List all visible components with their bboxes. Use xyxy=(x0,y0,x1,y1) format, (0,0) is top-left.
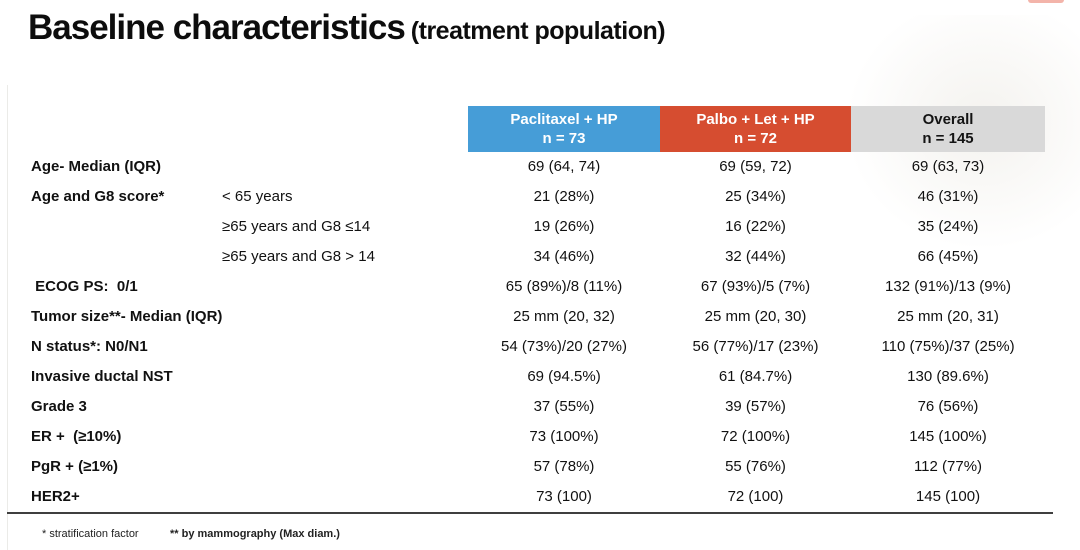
row-label: PgR + (≥1%) xyxy=(31,458,118,475)
column-header-line2: n = 72 xyxy=(734,130,777,147)
row-sublabel xyxy=(222,152,468,182)
row-sublabel xyxy=(222,272,468,302)
cell-value-r1-c1: 25 (34%) xyxy=(725,188,786,205)
cell-value-r10-c2: 112 (77%) xyxy=(913,458,983,475)
footnote-stratification: * stratification factor xyxy=(42,528,139,540)
cell-value-r7-c0: 69 (94.5%) xyxy=(527,368,601,385)
cell-value-r8-c1: 39 (57%) xyxy=(725,398,786,415)
cell-value-r2-c0: 19 (26%) xyxy=(533,218,595,235)
cell-value-r4-c2: 132 (91%)/13 (9%) xyxy=(885,278,1011,295)
cell-value-r5-c2: 25 mm (20, 31) xyxy=(897,308,999,325)
column-header-overall: Overall n = 145 xyxy=(851,106,1045,152)
cropped-logo-fragment xyxy=(1028,0,1064,3)
slide-title: Baseline characteristics (treatment popul… xyxy=(28,8,666,48)
row-label: ER + (≥10%) xyxy=(31,428,122,445)
cell-value-r8-c0: 37 (55%) xyxy=(533,398,595,415)
slide-left-edge xyxy=(7,85,8,550)
row-sublabel: < 65 years xyxy=(222,188,293,205)
row-sublabel xyxy=(222,482,468,512)
column-header-line1: Palbo + Let + HP xyxy=(696,111,815,128)
baseline-characteristics-table: Paclitaxel + HP n = 73 Palbo + Let + HP n =… xyxy=(7,106,1053,514)
row-sublabel xyxy=(222,302,468,332)
cell-value-r6-c2: 110 (75%)/37 (25%) xyxy=(881,338,1015,355)
page-title-suffix: (treatment population) xyxy=(410,17,666,45)
cell-value-r5-c1: 25 mm (20, 30) xyxy=(704,308,807,325)
cell-value-r3-c2: 66 (45%) xyxy=(917,248,979,265)
cell-value-r9-c0: 73 (100%) xyxy=(529,428,599,445)
column-header-line2: n = 145 xyxy=(922,130,974,147)
row-label: Grade 3 xyxy=(31,398,87,415)
cell-value-r4-c0: 65 (89%)/8 (11%) xyxy=(505,278,623,295)
cell-value-r7-c1: 61 (84.7%) xyxy=(718,368,793,385)
cell-value-r11-c1: 72 (100) xyxy=(727,488,784,505)
page-title: Baseline characteristics xyxy=(28,8,406,47)
footnote-mammography: ** by mammography (Max diam.) xyxy=(170,528,340,540)
cell-value-r0-c0: 69 (64, 74) xyxy=(527,158,601,175)
row-sublabel xyxy=(222,362,468,392)
cell-value-r11-c0: 73 (100) xyxy=(536,488,592,505)
column-header-line2: n = 73 xyxy=(542,130,586,147)
cell-value-r1-c2: 46 (31%) xyxy=(917,188,979,205)
row-label xyxy=(7,212,222,242)
row-sublabel xyxy=(222,392,468,422)
cell-value-r6-c1: 56 (77%)/17 (23%) xyxy=(692,338,819,355)
cell-value-r4-c1: 67 (93%)/5 (7%) xyxy=(700,278,811,295)
row-label xyxy=(7,242,222,272)
cell-value-r9-c1: 72 (100%) xyxy=(720,428,791,445)
cell-value-r9-c2: 145 (100%) xyxy=(909,428,987,445)
row-sublabel: ≥65 years and G8 ≤14 xyxy=(222,218,371,235)
cell-value-r10-c1: 55 (76%) xyxy=(725,458,786,475)
column-header-line1: Paclitaxel + HP xyxy=(510,111,618,128)
row-label: ECOG PS: 0/1 xyxy=(31,278,138,295)
cell-value-r2-c1: 16 (22%) xyxy=(725,218,786,235)
row-label: HER2+ xyxy=(31,488,80,505)
cell-value-r11-c2: 145 (100) xyxy=(915,488,981,505)
column-header-line1: Overall xyxy=(922,111,974,128)
row-label: Age- Median (IQR) xyxy=(31,158,161,175)
row-sublabel xyxy=(222,332,468,362)
cell-value-r5-c0: 25 mm (20, 32) xyxy=(513,308,615,325)
cell-value-r3-c0: 34 (46%) xyxy=(533,248,595,265)
cell-value-r1-c0: 21 (28%) xyxy=(533,188,595,205)
row-label: Age and G8 score* xyxy=(31,188,165,205)
row-label: Invasive ductal NST xyxy=(31,368,173,385)
header-spacer-sublabel xyxy=(222,106,468,152)
header-spacer-label xyxy=(7,106,222,152)
cell-value-r0-c1: 69 (59, 72) xyxy=(719,158,792,175)
cell-value-r0-c2: 69 (63, 73) xyxy=(911,158,985,175)
row-label: N status*: N0/N1 xyxy=(31,338,148,355)
row-label: Tumor size**- Median (IQR) xyxy=(31,308,223,325)
row-sublabel xyxy=(222,452,468,482)
column-header-palbo-let-hp: Palbo + Let + HP n = 72 xyxy=(660,106,851,152)
row-sublabel: ≥65 years and G8 > 14 xyxy=(222,248,375,265)
row-sublabel xyxy=(222,422,468,452)
column-header-paclitaxel-hp: Paclitaxel + HP n = 73 xyxy=(468,106,660,152)
cell-value-r3-c1: 32 (44%) xyxy=(725,248,786,265)
cell-value-r2-c2: 35 (24%) xyxy=(917,218,979,235)
cell-value-r7-c2: 130 (89.6%) xyxy=(907,368,989,385)
cell-value-r6-c0: 54 (73%)/20 (27%) xyxy=(501,338,627,355)
cell-value-r10-c0: 57 (78%) xyxy=(533,458,595,475)
cell-value-r8-c2: 76 (56%) xyxy=(917,398,979,415)
